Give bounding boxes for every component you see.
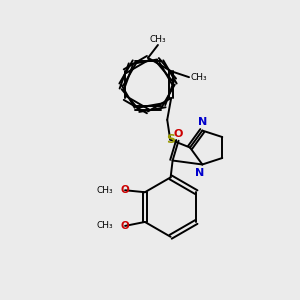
Text: O: O — [174, 129, 183, 139]
Text: N: N — [198, 117, 207, 127]
Text: CH₃: CH₃ — [97, 221, 113, 230]
Text: N: N — [195, 168, 204, 178]
Text: S: S — [166, 133, 175, 146]
Text: CH₃: CH₃ — [191, 73, 208, 82]
Text: CH₃: CH₃ — [150, 35, 166, 44]
Text: CH₃: CH₃ — [97, 186, 113, 195]
Text: O: O — [121, 221, 129, 231]
Text: O: O — [121, 185, 129, 195]
